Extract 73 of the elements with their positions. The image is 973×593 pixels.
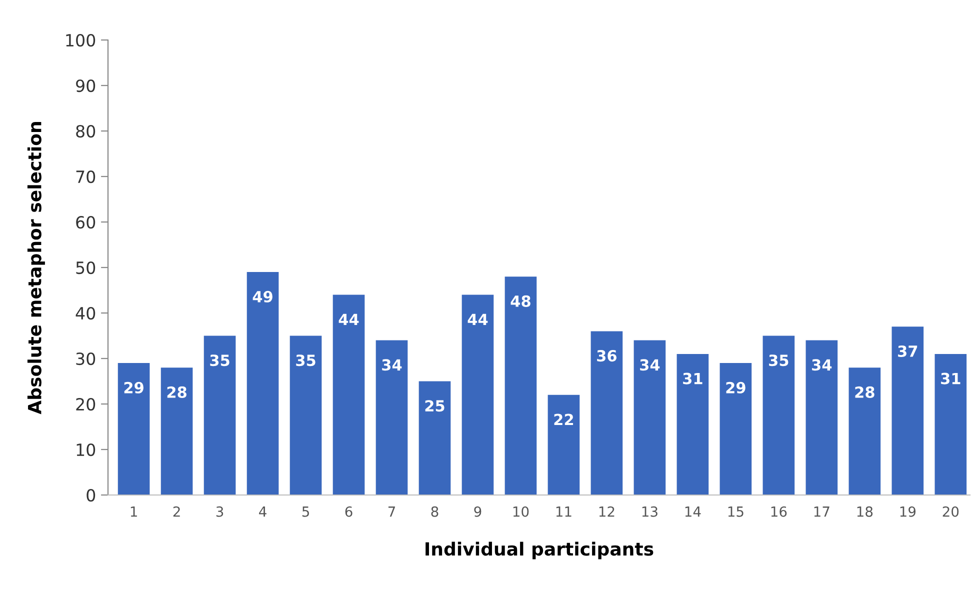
y-tick-label: 20 bbox=[76, 398, 96, 411]
x-tick-label: 17 bbox=[814, 506, 830, 517]
bar bbox=[118, 363, 150, 495]
x-tick-label: 9 bbox=[474, 506, 482, 517]
bar bbox=[676, 354, 709, 495]
data-label: 35 bbox=[210, 354, 230, 366]
x-tick-label: 20 bbox=[942, 506, 959, 517]
bar bbox=[720, 363, 752, 495]
x-tick-label: 13 bbox=[642, 506, 658, 517]
x-tick-label: 4 bbox=[259, 506, 266, 517]
data-label: 29 bbox=[124, 382, 144, 394]
y-tick-label: 70 bbox=[76, 170, 96, 184]
data-label: 29 bbox=[726, 382, 746, 394]
bar bbox=[848, 368, 881, 495]
x-tick-label: 14 bbox=[685, 506, 701, 517]
x-tick-label: 12 bbox=[599, 506, 614, 517]
y-tick-label: 40 bbox=[76, 306, 96, 320]
bar bbox=[332, 294, 365, 495]
x-tick-label: 6 bbox=[345, 506, 352, 517]
data-label: 44 bbox=[338, 314, 359, 325]
data-label: 28 bbox=[855, 386, 874, 398]
data-label: 35 bbox=[296, 354, 316, 366]
data-label: 28 bbox=[167, 386, 186, 398]
y-tick-label: 60 bbox=[76, 216, 96, 229]
y-tick-label: 80 bbox=[76, 124, 96, 138]
bar bbox=[418, 381, 451, 495]
bar bbox=[806, 340, 838, 495]
x-tick-label: 11 bbox=[556, 506, 572, 517]
bar bbox=[548, 394, 580, 495]
y-tick-label: 30 bbox=[76, 352, 96, 366]
x-tick-label: 15 bbox=[728, 506, 744, 517]
data-label: 25 bbox=[425, 400, 444, 412]
x-tick-label: 7 bbox=[388, 506, 395, 517]
data-label: 31 bbox=[683, 372, 702, 384]
data-label: 34 bbox=[812, 359, 832, 371]
x-tick-label: 16 bbox=[771, 506, 787, 517]
x-axis-title: Individual participants bbox=[426, 542, 654, 560]
data-label: 31 bbox=[941, 372, 960, 384]
bar bbox=[376, 340, 408, 495]
x-tick-label: 10 bbox=[513, 506, 529, 517]
bar bbox=[762, 336, 795, 495]
data-label: 49 bbox=[252, 290, 272, 302]
data-label: 34 bbox=[382, 359, 402, 371]
bar bbox=[160, 368, 193, 495]
y-tick-label: 50 bbox=[76, 261, 96, 274]
x-tick-label: 2 bbox=[173, 506, 180, 517]
x-tick-label: 5 bbox=[302, 506, 309, 517]
data-label: 37 bbox=[898, 345, 918, 358]
y-axis-title: Absolute metaphor selection bbox=[27, 122, 45, 414]
y-tick-label: 10 bbox=[76, 443, 96, 456]
x-tick-label: 8 bbox=[431, 506, 438, 517]
data-label: 44 bbox=[468, 314, 488, 325]
data-label: 35 bbox=[769, 354, 788, 366]
x-tick-label: 1 bbox=[130, 506, 137, 517]
bar bbox=[246, 272, 279, 495]
x-tick-label: 19 bbox=[900, 506, 916, 517]
data-label: 22 bbox=[554, 414, 574, 426]
bar bbox=[590, 331, 623, 495]
data-label: 48 bbox=[510, 295, 530, 307]
y-tick-label: 100 bbox=[66, 34, 96, 47]
x-tick-label: 18 bbox=[857, 506, 873, 517]
bar bbox=[504, 276, 537, 495]
data-label: 34 bbox=[640, 359, 660, 371]
data-label: 36 bbox=[597, 350, 617, 362]
y-tick-label: 90 bbox=[76, 79, 96, 92]
bar bbox=[204, 336, 236, 495]
bar bbox=[934, 354, 967, 495]
y-tick-label: 0 bbox=[86, 488, 96, 502]
bar bbox=[892, 326, 924, 495]
bar bbox=[462, 294, 494, 495]
x-tick-label: 3 bbox=[216, 506, 224, 517]
bar bbox=[290, 336, 322, 495]
bar bbox=[634, 340, 666, 495]
